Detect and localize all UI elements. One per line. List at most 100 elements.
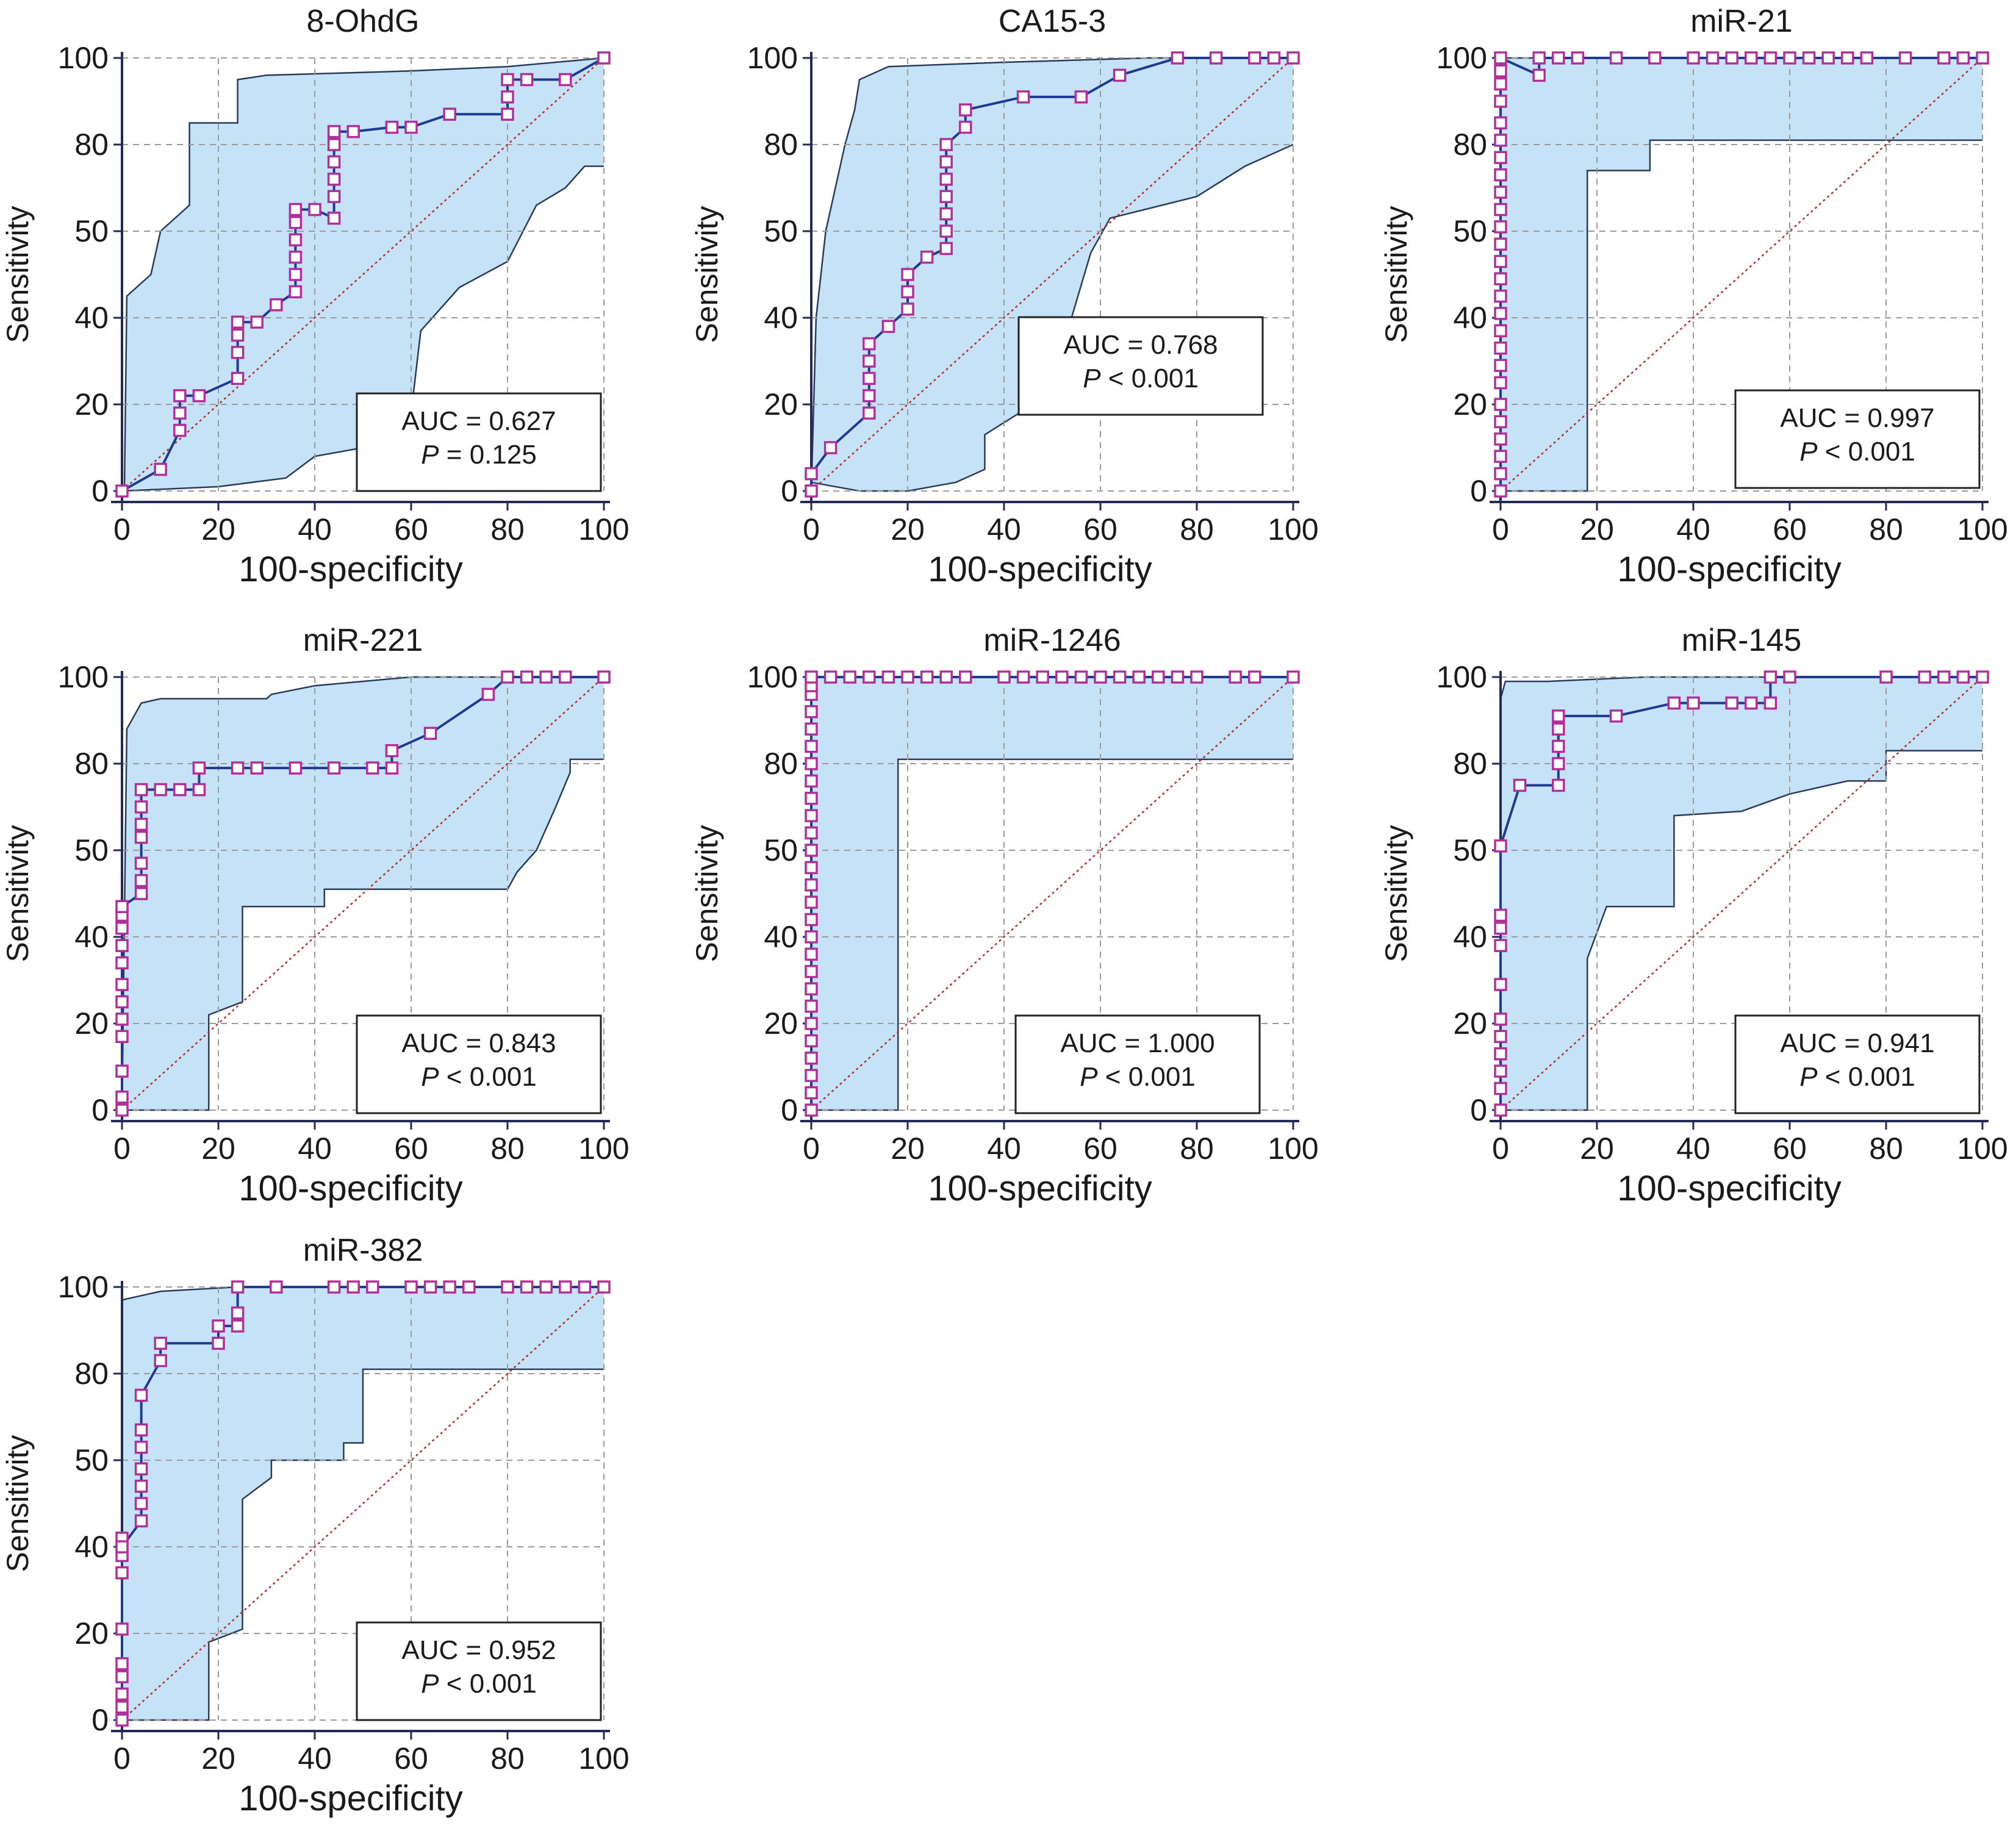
y-tick-label: 0 (1470, 474, 1487, 508)
ci-upper-line (123, 57, 604, 492)
roc-point (270, 298, 283, 312)
roc-point (805, 792, 818, 805)
y-tick-label: 80 (74, 127, 109, 162)
x-tick-label: 40 (298, 512, 332, 547)
roc-point (1494, 978, 1507, 991)
roc-point (385, 761, 399, 775)
roc-point (231, 761, 245, 775)
roc-point (1055, 670, 1069, 684)
chart-title: miR-221 (303, 623, 423, 658)
roc-point (863, 337, 876, 351)
roc-point (327, 155, 341, 169)
roc-point (805, 722, 818, 736)
roc-point (1494, 220, 1507, 234)
roc-point (1494, 1103, 1507, 1117)
roc-point (154, 462, 167, 476)
auc-value: AUC = 0.768 (1063, 330, 1218, 360)
x-tick-label: 40 (1676, 512, 1710, 547)
roc-point (881, 320, 895, 333)
y-tick-label: 40 (74, 301, 109, 335)
x-tick-label: 60 (1083, 512, 1117, 547)
roc-point (346, 124, 360, 138)
y-tick-label: 0 (781, 474, 798, 508)
roc-point (115, 1700, 129, 1714)
y-tick-label: 0 (91, 474, 109, 508)
roc-point (1494, 398, 1507, 411)
roc-point (115, 1622, 129, 1636)
roc-point (959, 120, 972, 134)
y-tick-label: 0 (1470, 1093, 1487, 1127)
roc-point (1552, 739, 1565, 753)
roc-point (959, 670, 972, 684)
reference-diagonal (811, 57, 1294, 492)
roc-point (115, 1566, 129, 1580)
roc-point (901, 285, 914, 299)
roc-point (212, 1336, 225, 1350)
roc-point (134, 1497, 148, 1510)
roc-point (959, 103, 972, 117)
roc-point (231, 1306, 245, 1320)
p-value: P < 0.001 (1080, 1062, 1196, 1092)
roc-point (1976, 51, 1989, 65)
roc-point (173, 389, 187, 403)
x-axis-label: 100-specificity (928, 550, 1152, 589)
roc-point (1763, 51, 1777, 65)
p-text: < 0.001 (439, 1062, 537, 1092)
roc-point (1094, 670, 1107, 684)
y-tick-label: 40 (74, 920, 109, 954)
roc-point (520, 1280, 534, 1294)
x-tick-label: 0 (113, 512, 131, 547)
p-label: P (421, 1669, 439, 1699)
roc-point (939, 155, 953, 169)
y-tick-label: 20 (74, 1006, 109, 1041)
roc-point (423, 726, 437, 740)
roc-point (154, 1336, 167, 1350)
roc-panel: miR-1246 0 20 40 50 80 100 0 20 40 60 80 100 100-spec… (690, 623, 1319, 1208)
roc-point (805, 1052, 818, 1065)
x-tick-label: 40 (298, 1741, 332, 1776)
ci-upper-line (121, 676, 604, 1111)
roc-panel: CA15-3 0 20 40 50 80 100 0 20 40 60 80 100 100-specif… (690, 4, 1319, 589)
roc-point (1513, 778, 1527, 792)
roc-point (805, 1069, 818, 1082)
roc-point (1918, 670, 1931, 684)
roc-point (1763, 696, 1777, 710)
roc-point (501, 73, 514, 87)
roc-point (192, 783, 206, 797)
ci-lower-line (121, 165, 604, 492)
roc-point (134, 1423, 148, 1437)
auc-box (1014, 1014, 1261, 1114)
x-tick-label: 100 (1957, 512, 2007, 547)
p-label: P (1799, 1062, 1818, 1092)
p-label: P (421, 440, 439, 470)
roc-point (115, 939, 129, 952)
roc-point (1016, 670, 1030, 684)
roc-point (1494, 839, 1507, 853)
auc-value: AUC = 0.843 (401, 1028, 556, 1058)
y-tick-label: 100 (58, 41, 109, 75)
y-tick-label: 20 (1453, 387, 1487, 421)
roc-panel: miR-21 0 20 40 50 80 100 0 20 40 60 80 100 100-specif… (1379, 4, 2008, 589)
roc-point (154, 783, 167, 797)
roc-point (1494, 908, 1507, 922)
roc-point (1190, 670, 1204, 684)
roc-point (1609, 709, 1623, 723)
roc-point (1937, 670, 1951, 684)
y-tick-label: 20 (1453, 1006, 1487, 1041)
roc-point (597, 1280, 611, 1294)
roc-point (1494, 484, 1507, 498)
roc-point (997, 670, 1011, 684)
x-tick-label: 100 (578, 1131, 629, 1166)
x-tick-label: 60 (1083, 1131, 1117, 1166)
p-text: = 0.125 (439, 440, 537, 470)
roc-point (115, 1030, 129, 1044)
roc-point (805, 1034, 818, 1048)
auc-box (1734, 1014, 1981, 1114)
roc-point (939, 670, 953, 684)
roc-point (115, 484, 129, 498)
p-text: < 0.001 (439, 1669, 537, 1699)
roc-panel: miR-145 0 20 40 50 80 100 0 20 40 60 80 100 100-speci… (1379, 623, 2008, 1208)
roc-point (443, 107, 456, 121)
roc-point (1286, 51, 1300, 65)
